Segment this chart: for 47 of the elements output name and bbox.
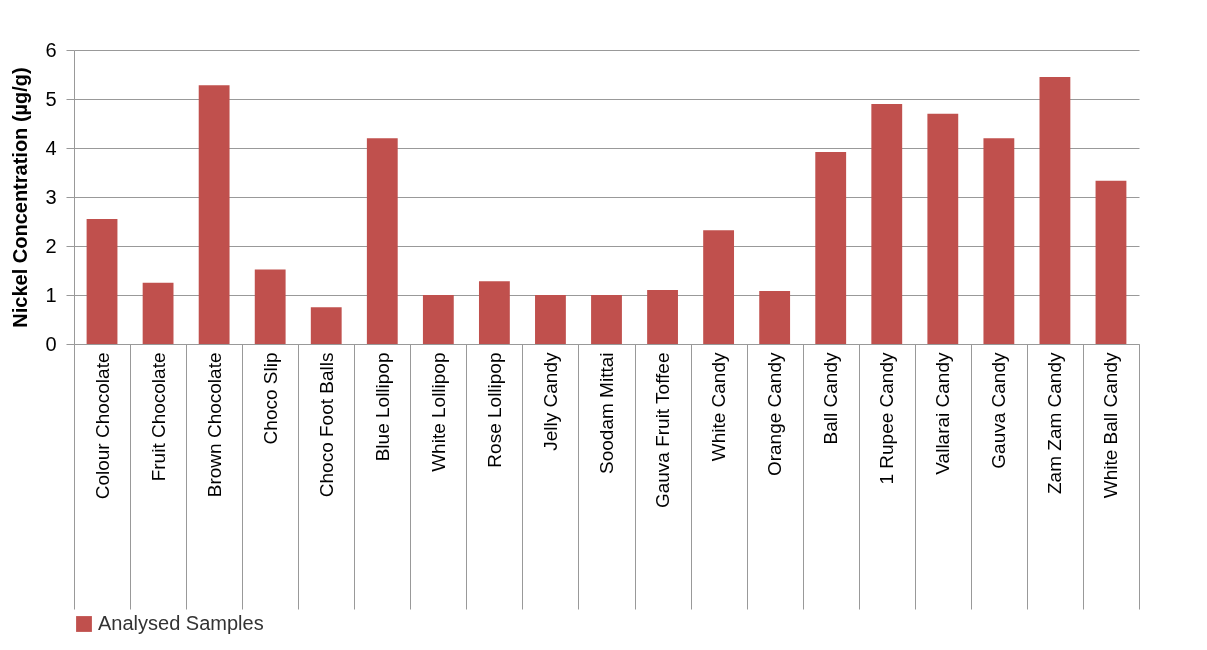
bar (535, 295, 566, 344)
y-tick-label: 1 (45, 283, 57, 306)
x-tick-label: Colour Chocolate (91, 352, 113, 500)
x-tick-label: Orange Candy (764, 352, 786, 477)
x-tick-label: White Candy (708, 352, 730, 462)
bar (310, 307, 342, 344)
x-tick-label: Gauva Candy (988, 352, 1010, 469)
x-tick-label: Gauva Fruit Toffee (652, 352, 674, 509)
y-tick-label: 4 (45, 136, 57, 159)
x-tick-label: Brown Chocolate (203, 352, 225, 498)
bar (1095, 180, 1127, 344)
x-tick-label: Jelly Candy (539, 352, 561, 451)
bar (647, 290, 678, 344)
y-tick-label: 5 (45, 87, 57, 110)
bar (478, 281, 510, 344)
x-tick-label: Fruit Chocolate (147, 352, 169, 482)
legend-label: Analysed Samples (98, 612, 264, 634)
bar (591, 295, 622, 344)
bar (927, 113, 959, 344)
x-tick-label: Choco Slip (259, 352, 281, 445)
bar (254, 269, 286, 344)
bar (366, 138, 398, 344)
x-tick-label: 1 Rupee Candy (876, 352, 898, 485)
bar (703, 230, 735, 344)
bar (422, 295, 454, 344)
bar (759, 291, 791, 344)
y-tick-label: 2 (45, 234, 57, 257)
y-tick-label: 3 (45, 185, 57, 208)
bar (198, 85, 230, 344)
bar (1039, 76, 1071, 344)
bar (142, 282, 174, 344)
x-tick-label: Rose Lollipop (483, 352, 505, 468)
bar (815, 151, 847, 344)
x-tick-label: White Lollipop (427, 352, 449, 472)
x-tick-label: Vallarai Candy (932, 352, 954, 475)
bar (86, 219, 118, 344)
x-tick-label: Soodam Mittai (596, 352, 617, 474)
bar (871, 103, 903, 344)
y-tick-label: 6 (45, 38, 57, 61)
bar (983, 138, 1015, 344)
x-tick-label: White Ball Candy (1100, 352, 1122, 499)
x-tick-label: Choco Foot Balls (315, 352, 337, 498)
x-tick-label: Zam Zam Candy (1044, 352, 1066, 494)
y-axis-title: Nickel Concentration (µg/g) (9, 67, 32, 328)
y-tick-label: 0 (45, 332, 57, 355)
x-tick-label: Ball Candy (820, 352, 842, 445)
x-tick-label: Blue Lollipop (371, 352, 393, 462)
